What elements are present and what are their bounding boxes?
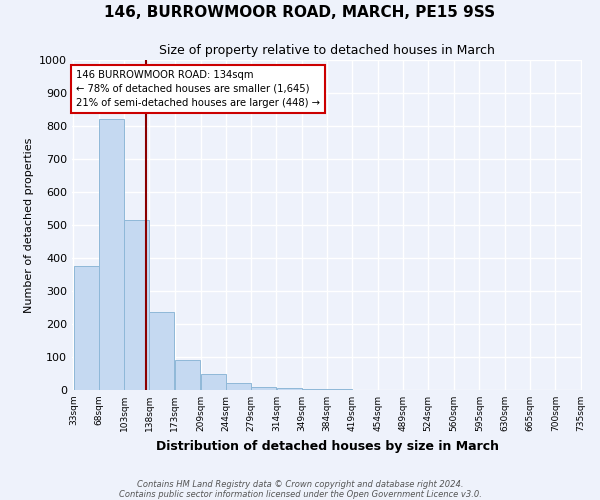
Bar: [124, 220, 149, 390]
Text: 146 BURROWMOOR ROAD: 134sqm
← 78% of detached houses are smaller (1,645)
21% of : 146 BURROWMOOR ROAD: 134sqm ← 78% of det…: [76, 70, 320, 108]
Text: Contains HM Land Registry data © Crown copyright and database right 2024.
Contai: Contains HM Land Registry data © Crown c…: [119, 480, 481, 499]
X-axis label: Distribution of detached houses by size in March: Distribution of detached houses by size …: [155, 440, 499, 452]
Y-axis label: Number of detached properties: Number of detached properties: [23, 138, 34, 312]
Bar: [74, 266, 98, 390]
Title: Size of property relative to detached houses in March: Size of property relative to detached ho…: [159, 44, 495, 58]
Bar: [175, 360, 200, 390]
Bar: [226, 384, 251, 390]
Text: 146, BURROWMOOR ROAD, MARCH, PE15 9SS: 146, BURROWMOOR ROAD, MARCH, PE15 9SS: [104, 5, 496, 20]
Bar: [99, 120, 124, 390]
Bar: [201, 374, 226, 390]
Bar: [251, 386, 277, 390]
Bar: [149, 312, 175, 390]
Bar: [277, 388, 302, 390]
Bar: [302, 389, 327, 390]
